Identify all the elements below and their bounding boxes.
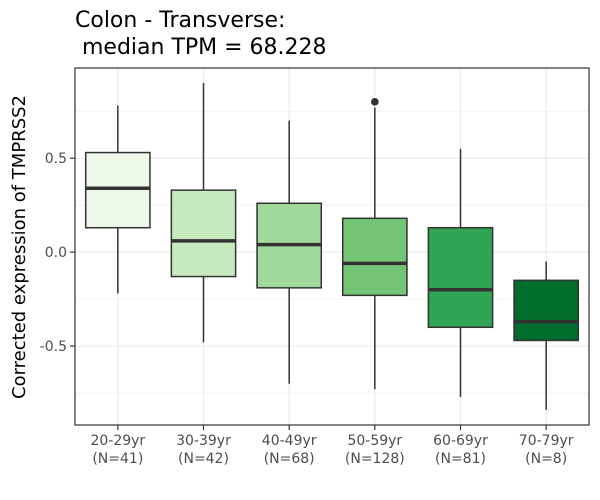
panel-border bbox=[74, 67, 590, 426]
chart-title-line1: Colon - Transverse: bbox=[75, 8, 285, 33]
box-iqr bbox=[427, 226, 494, 329]
plot-area: -0.5 0.0 0.5 20-29yr (N=41) 30-39yr (N=42) 40-4… bbox=[40, 67, 590, 467]
box-iqr bbox=[84, 151, 151, 229]
x-tick-label: 70-79yr bbox=[519, 433, 574, 449]
x-tick-label: 40-49yr bbox=[262, 433, 317, 449]
x-tick-label: 30-39yr bbox=[176, 433, 231, 449]
x-tick-sample-size: (N=68) bbox=[264, 451, 315, 467]
x-tick-sample-size: (N=81) bbox=[435, 451, 486, 467]
x-tick-sample-size: (N=42) bbox=[178, 451, 229, 467]
y-tick-label: -0.5 bbox=[40, 339, 67, 355]
y-tick-label: 0.0 bbox=[45, 245, 67, 261]
x-tick-sample-size: (N=41) bbox=[92, 451, 143, 467]
x-tick-label: 60-69yr bbox=[433, 433, 488, 449]
y-axis-title: Corrected expression of TMPRSS2 bbox=[9, 95, 30, 399]
y-tick-label: 0.5 bbox=[45, 151, 67, 167]
box-iqr bbox=[513, 279, 580, 342]
chart-title-line2: median TPM = 68.228 bbox=[75, 35, 327, 60]
box-iqr bbox=[170, 189, 237, 278]
box-iqr bbox=[341, 217, 408, 297]
x-tick-sample-size: (N=8) bbox=[525, 451, 567, 467]
x-tick-label: 50-59yr bbox=[347, 433, 402, 449]
x-tick-label: 20-29yr bbox=[90, 433, 145, 449]
outlier-point bbox=[371, 98, 379, 106]
x-tick-sample-size: (N=128) bbox=[345, 451, 405, 467]
